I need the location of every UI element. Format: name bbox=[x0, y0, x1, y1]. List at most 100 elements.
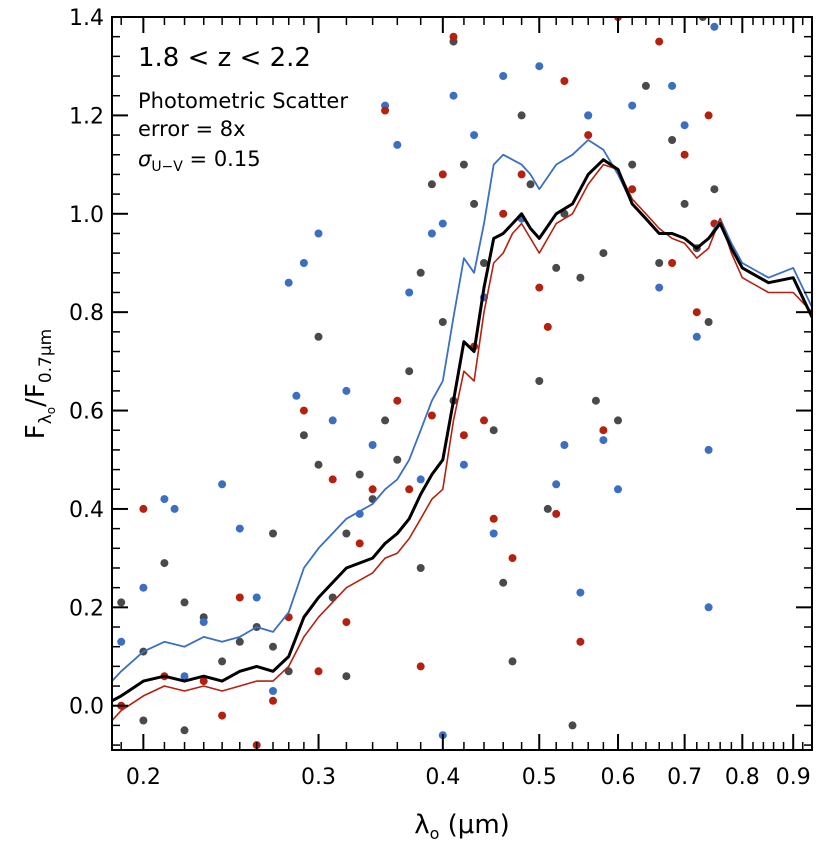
annotation-error: error = 8x bbox=[138, 117, 246, 141]
data-point bbox=[517, 170, 526, 179]
data-point bbox=[269, 529, 277, 538]
data-point bbox=[480, 259, 488, 267]
data-point bbox=[449, 32, 458, 41]
data-point bbox=[655, 283, 664, 292]
data-point bbox=[459, 160, 468, 169]
data-point bbox=[405, 367, 414, 376]
data-point bbox=[655, 37, 664, 46]
data-point bbox=[342, 386, 351, 395]
data-point bbox=[427, 180, 436, 189]
tick-layer: 0.2 0.3 0.4 0.5 0.6 0.7 0.8 0.9 0.0 0.2 0.4 0.6 0.8 1… bbox=[69, 6, 812, 790]
data-point bbox=[704, 111, 713, 120]
data-point bbox=[218, 711, 227, 720]
y-axis-slash-f: /F bbox=[21, 383, 51, 407]
data-point bbox=[499, 209, 508, 218]
data-point bbox=[449, 91, 458, 100]
x-tick-label: 0.4 bbox=[425, 765, 460, 790]
data-point bbox=[355, 470, 364, 479]
data-point bbox=[668, 81, 677, 90]
data-point bbox=[552, 480, 561, 489]
data-point bbox=[704, 318, 713, 326]
data-point bbox=[218, 480, 227, 489]
data-point bbox=[416, 475, 425, 484]
data-point bbox=[160, 559, 169, 568]
y-tick-label: 0.6 bbox=[69, 400, 104, 425]
data-point bbox=[599, 249, 608, 258]
data-point bbox=[489, 514, 498, 523]
data-point bbox=[692, 308, 701, 317]
data-point bbox=[655, 259, 664, 267]
data-point bbox=[680, 199, 689, 208]
data-point bbox=[299, 259, 308, 267]
data-point bbox=[584, 111, 593, 120]
data-point bbox=[284, 278, 293, 287]
data-point bbox=[139, 716, 148, 725]
data-point bbox=[576, 637, 585, 646]
mean-template-line bbox=[112, 158, 812, 703]
data-point bbox=[252, 593, 261, 602]
y-tick-label: 0.0 bbox=[69, 695, 104, 720]
data-point bbox=[710, 185, 719, 194]
data-point bbox=[180, 726, 189, 735]
x-tick-label: 0.5 bbox=[522, 765, 557, 790]
data-point bbox=[543, 504, 552, 513]
y-axis-07um-sub: 0.7μm bbox=[36, 329, 56, 383]
data-point bbox=[470, 131, 479, 140]
data-point bbox=[170, 504, 179, 513]
y-axis-lambda-sub: λ bbox=[36, 414, 56, 424]
y-tick-label: 0.4 bbox=[69, 498, 104, 523]
data-point bbox=[314, 332, 323, 341]
data-point bbox=[427, 411, 436, 420]
x-tick-label: 0.8 bbox=[725, 765, 760, 790]
x-tick-label: 0.9 bbox=[776, 765, 811, 790]
data-point bbox=[368, 441, 377, 449]
data-point bbox=[328, 475, 337, 484]
data-point bbox=[393, 140, 402, 149]
data-point bbox=[299, 406, 308, 415]
data-point bbox=[438, 170, 447, 179]
data-point bbox=[314, 460, 323, 469]
data-point bbox=[139, 504, 148, 513]
x-axis-units: (μm) bbox=[439, 810, 509, 840]
blue-template-line bbox=[112, 139, 812, 682]
data-point bbox=[628, 160, 637, 169]
sigma-value: = 0.15 bbox=[183, 147, 261, 171]
x-tick-label: 0.6 bbox=[601, 765, 636, 790]
data-point bbox=[535, 62, 544, 71]
y-axis-title: Fλo/F0.7μm bbox=[21, 329, 58, 440]
data-point bbox=[535, 283, 544, 292]
data-point bbox=[235, 593, 244, 602]
data-point bbox=[508, 554, 517, 563]
data-point bbox=[459, 460, 468, 469]
data-point bbox=[416, 268, 425, 277]
data-point bbox=[355, 539, 364, 548]
data-point bbox=[235, 637, 244, 646]
data-point bbox=[584, 131, 593, 140]
data-point bbox=[576, 273, 585, 282]
data-point bbox=[704, 445, 713, 454]
data-point bbox=[393, 455, 402, 464]
data-point bbox=[342, 672, 351, 681]
data-point bbox=[668, 136, 677, 144]
sigma-symbol: σ bbox=[138, 147, 152, 171]
data-point bbox=[269, 696, 277, 705]
data-point bbox=[199, 677, 208, 686]
data-point bbox=[117, 637, 126, 646]
data-point bbox=[218, 657, 227, 666]
red-template-line bbox=[112, 163, 812, 722]
data-point bbox=[117, 598, 126, 607]
data-point bbox=[517, 111, 526, 120]
data-point bbox=[560, 209, 569, 218]
data-point bbox=[599, 436, 608, 445]
x-axis-title: λo (μm) bbox=[414, 810, 510, 843]
data-point bbox=[508, 657, 517, 666]
data-point bbox=[489, 426, 498, 435]
data-point bbox=[560, 77, 569, 85]
data-point bbox=[269, 642, 277, 651]
y-tick-label: 0.2 bbox=[69, 596, 104, 621]
x-tick-label: 0.2 bbox=[126, 765, 161, 790]
data-point bbox=[526, 180, 535, 189]
data-point bbox=[591, 396, 600, 405]
data-point bbox=[599, 426, 608, 435]
